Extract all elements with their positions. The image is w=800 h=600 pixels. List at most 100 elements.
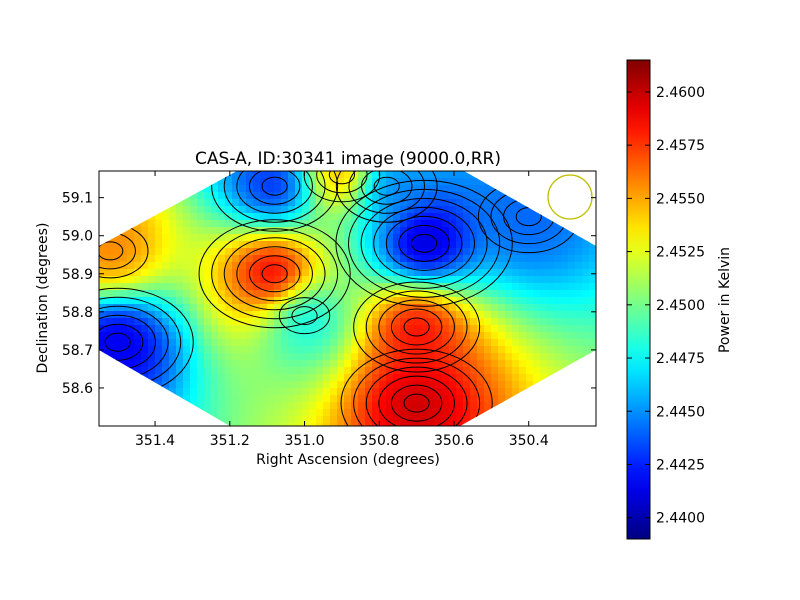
heatmap-cell: [281, 311, 289, 319]
heatmap-cell: [386, 192, 394, 200]
heatmap-cell: [589, 290, 596, 298]
heatmap-cell: [365, 304, 373, 312]
heatmap-cell: [162, 227, 170, 235]
heatmap-cell: [106, 290, 114, 298]
heatmap-cell: [477, 297, 485, 305]
heatmap-cell: [442, 325, 450, 333]
heatmap-cell: [225, 304, 233, 312]
heatmap-cell: [211, 290, 219, 298]
heatmap-cell: [134, 248, 142, 256]
heatmap-cell: [435, 353, 443, 361]
heatmap-cell: [190, 220, 198, 228]
heatmap-cell: [288, 423, 296, 426]
heatmap-cell: [407, 388, 415, 396]
heatmap-cell: [218, 241, 226, 249]
heatmap-cell: [295, 395, 303, 403]
heatmap-cell: [393, 192, 401, 200]
heatmap-cell: [435, 388, 443, 396]
heatmap-cell: [561, 353, 569, 361]
heatmap-cell: [372, 262, 380, 270]
heatmap-cell: [540, 360, 548, 368]
heatmap-cell: [309, 171, 317, 179]
heatmap-cell: [344, 171, 352, 179]
heatmap-cell: [463, 234, 471, 242]
heatmap-cell: [274, 339, 282, 347]
heatmap-cell: [470, 213, 478, 221]
heatmap-cell: [526, 269, 534, 277]
heatmap-cell: [421, 283, 429, 291]
heatmap-cell: [253, 416, 261, 424]
heatmap-cell: [218, 388, 226, 396]
heatmap-cell: [379, 325, 387, 333]
heatmap-cell: [239, 311, 247, 319]
heatmap-cell: [302, 241, 310, 249]
heatmap-cell: [197, 339, 205, 347]
heatmap-cell: [414, 227, 422, 235]
heatmap-cell: [463, 241, 471, 249]
heatmap-cell: [218, 374, 226, 382]
heatmap-cell: [309, 332, 317, 340]
heatmap-cell: [512, 297, 520, 305]
heatmap-cell: [568, 332, 576, 340]
heatmap-cell: [232, 171, 240, 179]
heatmap-cell: [225, 346, 233, 354]
heatmap-cell: [442, 220, 450, 228]
heatmap-cell: [582, 297, 590, 305]
heatmap-cell: [239, 367, 247, 375]
heatmap-cell: [498, 346, 506, 354]
heatmap-cell: [148, 220, 156, 228]
heatmap-cell: [358, 332, 366, 340]
heatmap-cell: [358, 367, 366, 375]
heatmap-cell: [246, 388, 254, 396]
heatmap-cell: [253, 213, 261, 221]
heatmap-cell: [554, 318, 562, 326]
heatmap-cell: [386, 199, 394, 207]
heatmap-cell: [239, 318, 247, 326]
heatmap-cell: [225, 423, 233, 426]
heatmap-cell: [491, 360, 499, 368]
heatmap-cell: [274, 395, 282, 403]
heatmap-cell: [190, 241, 198, 249]
heatmap-cell: [134, 297, 142, 305]
heatmap-cell: [498, 325, 506, 333]
heatmap-cell: [428, 332, 436, 340]
heatmap-cell: [449, 192, 457, 200]
heatmap-cell: [498, 220, 506, 228]
heatmap-cell: [463, 290, 471, 298]
heatmap-cell: [498, 381, 506, 389]
heatmap-cell: [498, 374, 506, 382]
heatmap-cell: [344, 276, 352, 284]
heatmap-cell: [477, 276, 485, 284]
heatmap-cell: [393, 325, 401, 333]
heatmap-cell: [393, 395, 401, 403]
heatmap-cell: [330, 346, 338, 354]
heatmap-cell: [302, 374, 310, 382]
heatmap-cell: [421, 353, 429, 361]
heatmap-cell: [575, 353, 583, 361]
heatmap-cell: [288, 297, 296, 305]
heatmap-cell: [582, 248, 590, 256]
heatmap-cell: [386, 311, 394, 319]
heatmap-cell: [512, 360, 520, 368]
heatmap-cell: [526, 339, 534, 347]
heatmap-cell: [141, 367, 149, 375]
heatmap-cell: [246, 213, 254, 221]
heatmap-cell: [267, 388, 275, 396]
heatmap-cell: [428, 192, 436, 200]
heatmap-cell: [232, 297, 240, 305]
heatmap-cell: [533, 353, 541, 361]
heatmap-cell: [554, 311, 562, 319]
heatmap-cell: [141, 227, 149, 235]
heatmap-cell: [568, 276, 576, 284]
heatmap-cell: [540, 248, 548, 256]
heatmap-cell: [183, 255, 191, 263]
heatmap-cell: [477, 199, 485, 207]
heatmap-cell: [470, 388, 478, 396]
heatmap-cell: [148, 234, 156, 242]
heatmap-cell: [302, 409, 310, 417]
heatmap-cell: [400, 199, 408, 207]
heatmap-cell: [442, 269, 450, 277]
heatmap-cell: [302, 290, 310, 298]
heatmap-cell: [477, 213, 485, 221]
heatmap-cell: [421, 332, 429, 340]
